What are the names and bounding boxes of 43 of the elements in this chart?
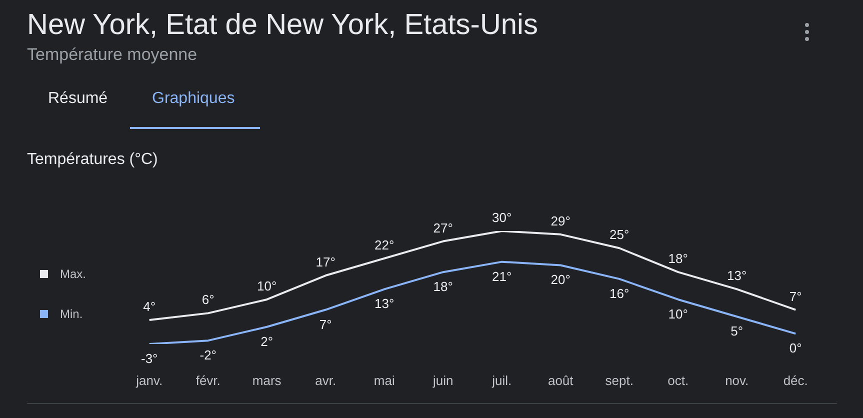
data-label: 16° <box>610 286 630 301</box>
data-label: 20° <box>550 272 570 288</box>
x-tick-label: nov. <box>725 373 749 388</box>
y-axis-title: Températures (°C) <box>27 151 158 169</box>
data-label: 21° <box>492 268 512 284</box>
data-label: 10° <box>668 306 688 322</box>
text: Résumé <box>48 90 108 108</box>
data-label: 7° <box>789 288 802 304</box>
data-label: 27° <box>433 220 453 236</box>
chart-title: New York, Etat de New York, Etats-Unis <box>27 9 538 42</box>
x-tick-label: janv. <box>135 373 163 388</box>
legend-label: Min. <box>59 306 84 323</box>
data-label: 4° <box>143 299 156 314</box>
data-label: 6° <box>202 292 214 308</box>
x-tick-label: mai <box>374 373 395 388</box>
chart-subtitle: Température moyenne <box>27 45 198 65</box>
x-tick-label: déc. <box>783 373 808 388</box>
x-tick-label: juin <box>432 373 454 388</box>
data-label: 13° <box>374 296 394 312</box>
text: Graphiques <box>152 90 235 108</box>
x-tick-label: mars <box>252 373 282 388</box>
data-label: 17° <box>316 254 336 270</box>
data-label: 29° <box>550 213 570 228</box>
x-tick-label: août <box>548 373 574 388</box>
data-label: 13° <box>727 268 747 284</box>
data-label: 7° <box>319 316 332 332</box>
data-label: 22° <box>374 237 394 252</box>
data-label: 5° <box>730 324 744 339</box>
data-label: 18° <box>433 279 453 294</box>
x-tick-label: avr. <box>315 373 336 388</box>
x-tick-label: juil. <box>491 373 512 388</box>
data-label: 18° <box>668 251 688 266</box>
data-label: -3° <box>140 351 158 366</box>
data-label: 2° <box>260 334 274 349</box>
data-label: -2° <box>200 348 217 363</box>
data-label: 0° <box>789 340 802 356</box>
data-label: 25° <box>610 227 630 242</box>
legend-label: Max. <box>59 266 86 283</box>
x-tick-label: sept. <box>605 373 634 388</box>
x-tick-label: oct. <box>668 373 689 388</box>
data-label: 30° <box>492 210 512 225</box>
data-label: 10° <box>257 278 277 294</box>
x-tick-label: févr. <box>196 373 220 388</box>
